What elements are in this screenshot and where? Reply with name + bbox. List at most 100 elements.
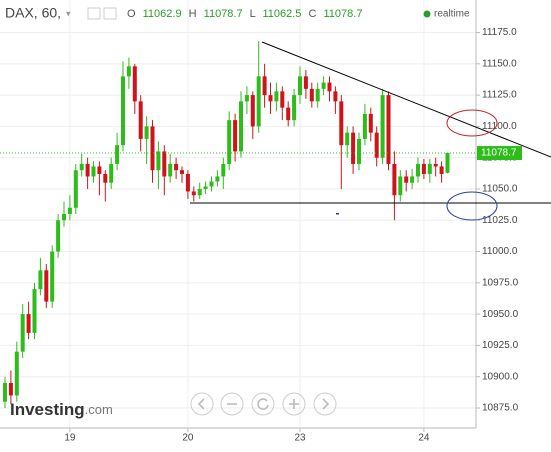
candle-body [262,76,267,96]
candle-body [150,126,155,171]
candle-body [327,82,332,92]
dropdown-arrow[interactable]: ▾ [66,8,71,18]
candle-body [20,314,25,352]
ohlc-value: 11078.7 [204,8,243,20]
y-tick-label: 10875.0 [482,403,519,414]
y-tick-label: 11175.0 [482,27,517,38]
y-tick-label: 11000.0 [482,246,518,257]
candle-body [404,176,409,183]
marker [336,213,339,215]
candle-body [239,101,243,152]
y-tick-label: 11125.0 [482,90,517,101]
y-tick-label: 11025.0 [482,215,518,226]
candle-body [433,163,438,167]
logo-suffix: .com [85,402,113,417]
x-tick-label: 23 [294,433,306,444]
toolbar-button[interactable] [87,7,101,20]
reset-button[interactable] [251,392,275,416]
candle-body [256,76,261,127]
last-price-label: 11078.7 [481,148,517,159]
candle-body [180,170,184,174]
candle-body [416,163,420,177]
nav-icons [197,398,330,410]
scroll-right-button[interactable] [313,392,337,416]
candle-body [14,351,19,396]
ellipse-marker [446,191,498,221]
ohlc-key: H [189,8,197,20]
candle-body [368,113,373,133]
y-tick-label: 11050.0 [482,184,518,195]
candle-body [79,163,84,171]
candle-body [292,95,297,121]
candle-body [185,173,190,192]
ohlc-readout: O 11062.9 H 11078.7 L 11062.5 C 11078.7 [127,8,362,20]
candle-body [221,163,226,177]
candle-body [274,91,279,102]
candle-body [286,107,291,121]
candle-body [109,163,114,183]
candle-body [162,151,167,177]
candle-body [174,163,179,171]
status-dot [423,10,431,18]
candle-body [345,132,350,146]
candle-body [233,120,238,152]
candle-body [38,270,43,290]
candle-body [56,220,61,252]
logo-main: Investing [10,400,85,419]
trend-line [261,41,551,158]
candle-body [91,166,96,177]
candle-body [32,289,37,333]
candle-body [203,186,208,189]
candle-body [421,163,426,174]
y-tick-label: 11100.0 [482,121,517,132]
candle-body [44,270,49,302]
ohlc-key: C [308,8,316,20]
candle-body [386,95,391,164]
candle-body [351,132,356,164]
candle-body [85,163,90,177]
candle-body [374,132,379,158]
candle-body [197,188,202,196]
candle-body [410,176,415,183]
candle-body [357,138,361,164]
candle-body [121,76,125,146]
candle-body [309,88,314,102]
candle-body [227,120,232,164]
candle-body [156,151,161,171]
y-tick-label: 10950.0 [482,309,519,320]
candle-body [362,113,367,139]
candle-body [62,213,66,221]
zoom-out-button[interactable] [220,392,244,416]
candle-body [144,126,149,139]
candle-body [398,176,403,196]
ellipse-marker [446,109,498,137]
candle-body [333,91,338,102]
candle-body [8,382,13,396]
candle-body [427,163,432,174]
candle-body [103,173,108,183]
candle-body [321,82,326,89]
candle-body [115,145,120,164]
candle-body [97,166,102,174]
zoom-in-button[interactable] [282,392,306,416]
logo: Investing.com [10,400,113,419]
candle-body [215,176,220,182]
candle-body [26,314,31,333]
candle-body [268,95,273,102]
candle-body [168,163,173,177]
realtime-label: realtime [434,9,470,20]
chart-title: DAX, 60, [5,5,61,21]
candle-body [298,76,302,96]
candle-body [339,101,344,146]
y-tick-label: 10925.0 [482,340,519,351]
candle-body [191,191,196,196]
ohlc-value: 11078.7 [323,8,362,20]
scroll-left-button[interactable] [190,392,214,416]
candle-body [132,66,137,102]
candles [3,41,450,408]
candle-body [315,88,320,102]
candle-body [244,95,249,102]
candle-body [209,181,214,187]
toolbar-button[interactable] [103,7,117,20]
y-tick-label: 11150.0 [482,58,517,69]
